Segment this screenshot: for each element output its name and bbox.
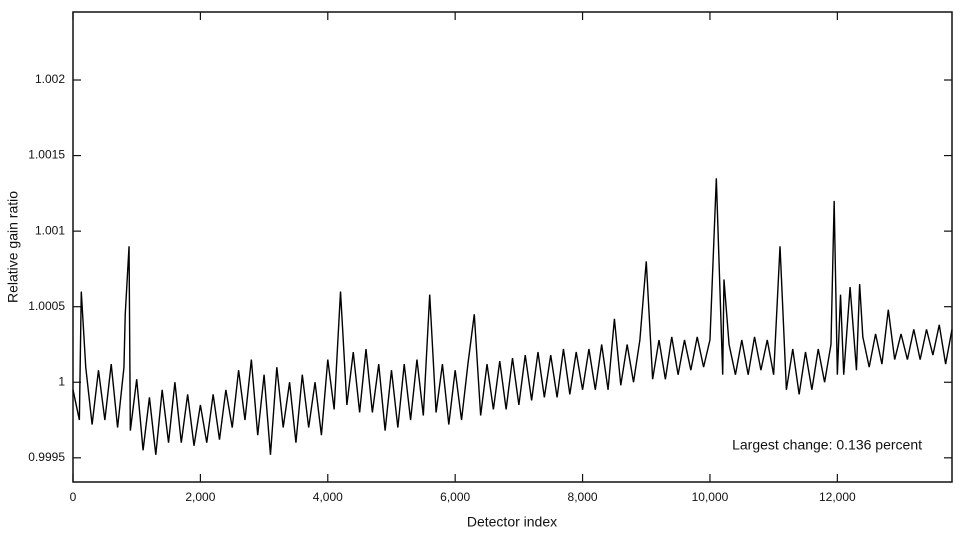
plot-frame [72, 11, 953, 483]
x-tick-label: 4,000 [313, 490, 343, 504]
x-tick-label: 6,000 [440, 490, 470, 504]
annotation: Largest change: 0.136 percent [732, 437, 922, 453]
y-tick-label: 1.001 [35, 223, 65, 237]
x-tick-label: 8,000 [568, 490, 598, 504]
x-tick-label: 12,000 [819, 490, 856, 504]
x-tick-label: 0 [70, 490, 77, 504]
y-axis-label: Relative gain ratio [5, 191, 21, 303]
y-tick-label: 1 [58, 374, 65, 388]
y-tick-label: 1.0005 [28, 299, 65, 313]
y-tick-label: 1.002 [35, 72, 65, 86]
x-tick-label: 10,000 [692, 490, 729, 504]
y-tick-label: 0.9995 [28, 450, 65, 464]
x-axis-label: Detector index [467, 514, 557, 530]
x-tick-label: 2,000 [185, 490, 215, 504]
data-line [72, 178, 953, 455]
y-tick-label: 1.0015 [28, 148, 65, 162]
